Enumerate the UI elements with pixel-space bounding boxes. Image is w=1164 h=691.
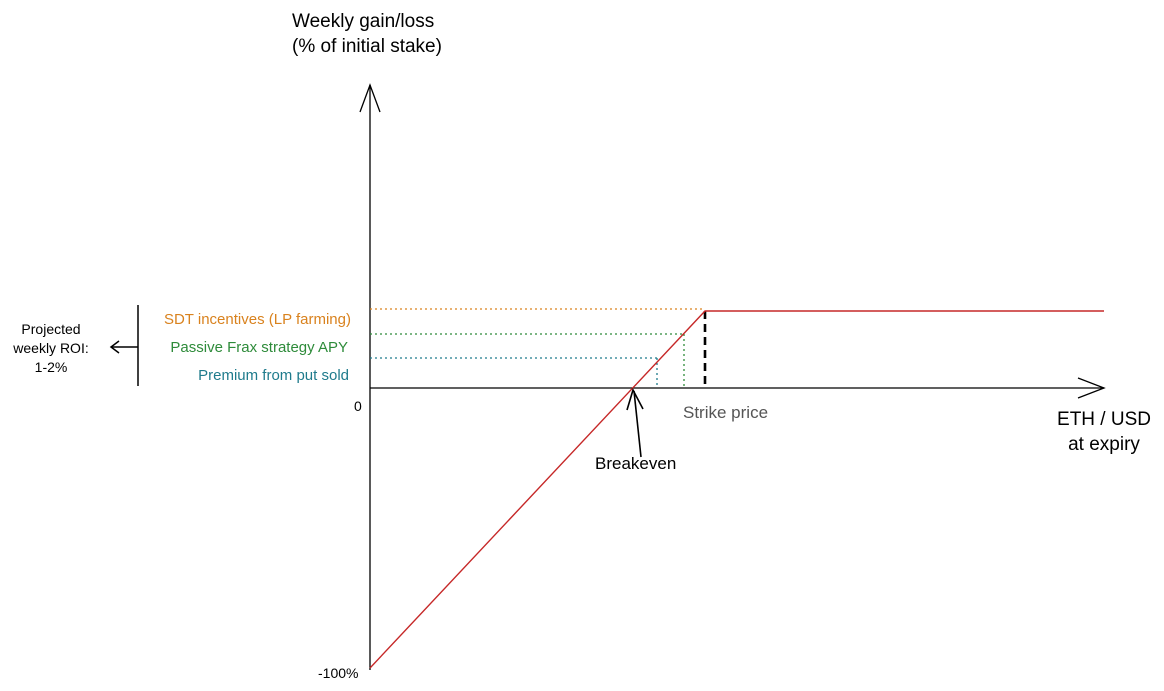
- tick-zero: 0: [354, 398, 362, 414]
- tick-minus-100: -100%: [318, 665, 358, 681]
- roi-note-line2: weekly ROI:: [12, 340, 88, 356]
- component-label-premium: Premium from put sold: [198, 367, 349, 384]
- component-guides: [370, 308, 705, 388]
- x-axis-arrowhead: [1077, 377, 1106, 399]
- strike-price-label: Strike price: [683, 403, 768, 422]
- roi-arrow: [109, 340, 138, 354]
- y-axis-arrowhead: [359, 83, 381, 113]
- roi-note-line3: 1-2%: [35, 359, 68, 375]
- y-axis-title-line1: Weekly gain/loss: [292, 11, 434, 32]
- roi-note-line1: Projected: [21, 321, 80, 337]
- component-label-frax: Passive Frax strategy APY: [170, 339, 348, 356]
- component-label-sdt: SDT incentives (LP farming): [164, 311, 351, 328]
- breakeven-arrow: [626, 387, 644, 458]
- payoff-line: [369, 310, 1104, 669]
- axes: [359, 83, 1106, 670]
- x-axis-title-line2: at expiry: [1068, 434, 1140, 455]
- y-axis-title-line2: (% of initial stake): [292, 36, 442, 57]
- x-axis-title-line1: ETH / USD: [1057, 409, 1151, 430]
- breakeven-label: Breakeven: [595, 454, 676, 473]
